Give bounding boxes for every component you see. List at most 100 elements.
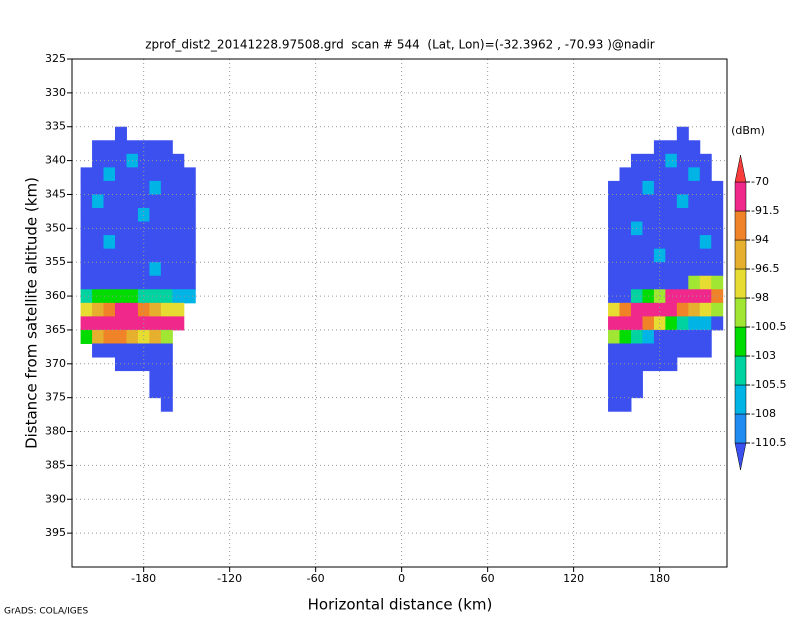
heat-cell (630, 343, 643, 358)
heat-cell (676, 275, 689, 290)
heat-cell (688, 302, 701, 317)
heat-cell (92, 262, 105, 277)
heat-cell (619, 357, 632, 372)
heat-cell (183, 221, 196, 236)
heat-cell (172, 302, 185, 317)
heat-cell (630, 208, 643, 223)
heat-cell (619, 262, 632, 277)
heat-cell (630, 235, 643, 250)
heat-cell (699, 248, 712, 263)
heat-cell (699, 153, 712, 168)
y-tick-label: 350 (45, 221, 66, 234)
heat-cell (160, 167, 173, 182)
heat-cell (114, 167, 127, 182)
heat-cell (137, 302, 150, 317)
heat-cell (172, 262, 185, 277)
heat-cell (699, 316, 712, 331)
heat-cell (160, 397, 173, 412)
heat-cell (630, 370, 643, 385)
heat-cell (608, 302, 621, 317)
heat-cell (126, 208, 139, 223)
heat-cell (665, 167, 678, 182)
heat-cell (103, 248, 116, 263)
heat-cell (114, 316, 127, 331)
heat-cell (149, 153, 162, 168)
heat-cell (149, 357, 162, 372)
colorbar-segment (734, 268, 747, 299)
heat-cell (676, 289, 689, 304)
heat-cell (183, 289, 196, 304)
heat-cell (114, 275, 127, 290)
heat-cell (126, 235, 139, 250)
heat-cell (608, 357, 621, 372)
x-axis-title: Horizontal distance (km) (308, 596, 493, 614)
heat-cell (172, 248, 185, 263)
heat-cell (92, 248, 105, 263)
heat-cell (653, 194, 666, 209)
heat-cell (92, 329, 105, 344)
heat-cell (608, 235, 621, 250)
heat-cell (688, 329, 701, 344)
heat-cell (676, 329, 689, 344)
chart-title: zprof_dist2_20141228.97508.grd scan # 54… (145, 38, 655, 52)
heat-cell (92, 208, 105, 223)
heat-cell (126, 316, 139, 331)
colorbar-unit: (dBm) (731, 124, 765, 137)
heat-cell (103, 343, 116, 358)
heat-cell (183, 235, 196, 250)
heat-cell (619, 302, 632, 317)
heat-cell (92, 221, 105, 236)
heat-cell (92, 316, 105, 331)
heat-cell (711, 289, 724, 304)
colorbar-label: -96.5 (751, 262, 779, 275)
y-tick-label: 380 (45, 425, 66, 438)
heat-cell (137, 275, 150, 290)
heat-cell (160, 221, 173, 236)
heat-cell (676, 248, 689, 263)
heat-cell (160, 357, 173, 372)
heat-cell (137, 153, 150, 168)
y-axis-title: Distance from satellite altitude (km) (23, 177, 41, 449)
heat-cell (619, 194, 632, 209)
heat-cell (619, 289, 632, 304)
heat-cell (137, 221, 150, 236)
heat-cell (160, 248, 173, 263)
heat-cell (699, 208, 712, 223)
heat-cell (608, 248, 621, 263)
heat-cell (665, 235, 678, 250)
heat-cell (699, 343, 712, 358)
heat-cell (80, 262, 93, 277)
heat-cell (653, 153, 666, 168)
heat-cell (103, 235, 116, 250)
heat-cell (688, 289, 701, 304)
heat-cell (711, 262, 724, 277)
heat-cell (653, 221, 666, 236)
heat-cell (642, 262, 655, 277)
heat-cell (642, 343, 655, 358)
y-tick-label: 365 (45, 323, 66, 336)
heat-cell (114, 329, 127, 344)
heat-cell (608, 180, 621, 195)
heat-cell (699, 275, 712, 290)
y-tick-label: 395 (45, 526, 66, 539)
heat-cell (172, 180, 185, 195)
heat-cell (619, 343, 632, 358)
heat-cell (676, 316, 689, 331)
colorbar-segment (734, 384, 747, 415)
heat-cell (699, 194, 712, 209)
heat-cell (114, 140, 127, 155)
heat-cell (642, 248, 655, 263)
plot-frame (71, 58, 728, 568)
heat-cell (149, 167, 162, 182)
heat-cell (665, 275, 678, 290)
heat-cell (126, 140, 139, 155)
heat-cell (630, 275, 643, 290)
heat-cell (126, 248, 139, 263)
heat-cell (126, 167, 139, 182)
heat-cell (92, 167, 105, 182)
heat-cell (699, 180, 712, 195)
heat-cell (619, 248, 632, 263)
heat-cell (114, 262, 127, 277)
heat-cell (699, 167, 712, 182)
